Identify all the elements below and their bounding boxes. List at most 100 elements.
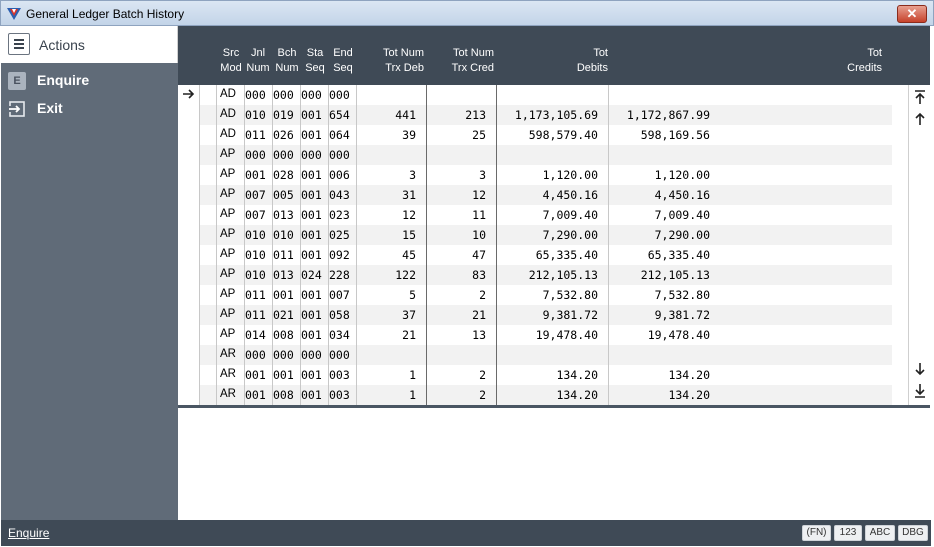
table-row[interactable]: AP 010 010 001 025 15 10 7,290.00 7,290.00 <box>178 225 930 245</box>
cell-bch-num: 010 <box>273 228 294 242</box>
title-bar: General Ledger Batch History ✕ <box>0 0 934 26</box>
table-row[interactable]: AR 001 001 001 003 1 2 134.20 134.20 <box>178 365 930 385</box>
cell-sta-seq: 001 <box>301 188 322 202</box>
cell-tot-debits: 134.20 <box>556 388 598 402</box>
cell-sta-seq: 001 <box>301 288 322 302</box>
table-row[interactable]: AR 001 008 001 003 1 2 134.20 134.20 <box>178 385 930 405</box>
cell-end-seq: 000 <box>329 348 350 362</box>
column-header-jnl-num[interactable]: Jnl Num <box>246 47 270 74</box>
table-row[interactable]: AP 007 013 001 023 12 11 7,009.40 7,009.40 <box>178 205 930 225</box>
cell-bch-num: 008 <box>273 328 294 342</box>
table-row[interactable]: AP 011 021 001 058 37 21 9,381.72 9,381.72 <box>178 305 930 325</box>
cell-sta-seq: 000 <box>301 88 322 102</box>
cell-tot-debits: 212,105.13 <box>528 268 598 282</box>
cell-tot-num-trx-deb: 31 <box>402 188 416 202</box>
cell-src-mod: AP <box>220 268 236 280</box>
scroll-to-top-icon[interactable] <box>913 89 927 105</box>
column-header-tot-num-trx-cred[interactable]: Tot Num Trx Cred <box>451 47 494 74</box>
cell-tot-num-trx-deb: 45 <box>402 248 416 262</box>
column-header-tot-num-trx-deb[interactable]: Tot Num Trx Deb <box>383 47 424 74</box>
table-row[interactable]: AD 010 019 001 654 441 213 1,173,105.69 1,172,86… <box>178 105 930 125</box>
cell-end-seq: 654 <box>329 108 350 122</box>
cell-end-seq: 025 <box>329 228 350 242</box>
alpha-mode-badge[interactable]: ABC <box>865 525 895 541</box>
cell-jnl-num: 007 <box>245 188 266 202</box>
cell-tot-credits: 212,105.13 <box>640 268 710 282</box>
sidebar-item-label: Exit <box>37 100 63 116</box>
sidebar-item-enquire[interactable]: E Enquire <box>1 67 178 95</box>
cell-tot-num-trx-cred: 83 <box>472 268 486 282</box>
table-row[interactable]: AP 001 028 001 006 3 3 1,120.00 1,120.00 <box>178 165 930 185</box>
numeric-mode-badge[interactable]: 123 <box>834 525 862 541</box>
cell-tot-credits: 7,532.80 <box>654 288 710 302</box>
cell-src-mod: AP <box>220 248 236 260</box>
cell-sta-seq: 001 <box>301 128 322 142</box>
cell-jnl-num: 001 <box>245 168 266 182</box>
cell-sta-seq: 024 <box>301 268 322 282</box>
cell-src-mod: AP <box>220 308 236 320</box>
cell-tot-debits: 134.20 <box>556 368 598 382</box>
cell-src-mod: AR <box>220 368 236 380</box>
column-header-tot-credits[interactable]: Tot Credits <box>847 47 882 74</box>
cell-tot-num-trx-cred: 2 <box>479 288 486 302</box>
table-row[interactable]: AP 011 001 001 007 5 2 7,532.80 7,532.80 <box>178 285 930 305</box>
cell-jnl-num: 011 <box>245 128 266 142</box>
debug-mode-badge[interactable]: DBG <box>898 525 928 541</box>
fn-mode-badge[interactable]: (FN) <box>802 525 831 541</box>
cell-jnl-num: 000 <box>245 348 266 362</box>
actions-label: Actions <box>39 37 85 53</box>
cell-tot-num-trx-cred: 47 <box>472 248 486 262</box>
column-header-sta-seq[interactable]: Sta Seq <box>305 47 325 74</box>
cell-tot-credits: 134.20 <box>668 368 710 382</box>
cell-end-seq: 000 <box>329 88 350 102</box>
cell-end-seq: 003 <box>329 388 350 402</box>
close-button[interactable]: ✕ <box>897 5 927 23</box>
cell-jnl-num: 001 <box>245 368 266 382</box>
column-header-bch-num[interactable]: Bch Num <box>275 47 299 74</box>
table-row[interactable]: AD 011 026 001 064 39 25 598,579.40 598,169.56 <box>178 125 930 145</box>
table-row[interactable]: AR 000 000 000 000 <box>178 345 930 365</box>
cell-tot-num-trx-cred: 213 <box>465 108 486 122</box>
sidebar-item-label: Enquire <box>37 72 90 88</box>
cell-bch-num: 026 <box>273 128 294 142</box>
cell-tot-debits: 1,173,105.69 <box>514 108 598 122</box>
table-row[interactable]: AP 010 011 001 092 45 47 65,335.40 65,335.40 <box>178 245 930 265</box>
cell-tot-num-trx-deb: 5 <box>409 288 416 302</box>
cell-tot-num-trx-deb: 39 <box>402 128 416 142</box>
cell-tot-num-trx-cred: 2 <box>479 368 486 382</box>
sidebar-item-exit[interactable]: Exit <box>1 95 178 123</box>
column-header-tot-debits[interactable]: Tot Debits <box>576 47 608 74</box>
cell-bch-num: 011 <box>273 248 294 262</box>
cell-tot-num-trx-deb: 441 <box>395 108 416 122</box>
cell-sta-seq: 001 <box>301 208 322 222</box>
cell-tot-num-trx-deb: 37 <box>402 308 416 322</box>
cell-jnl-num: 000 <box>245 88 266 102</box>
cell-jnl-num: 001 <box>245 388 266 402</box>
cell-bch-num: 005 <box>273 188 294 202</box>
cell-sta-seq: 001 <box>301 368 322 382</box>
cell-end-seq: 058 <box>329 308 350 322</box>
table-row[interactable]: AP 007 005 001 043 31 12 4,450.16 4,450.16 <box>178 185 930 205</box>
table-row[interactable]: AP 010 013 024 228 122 83 212,105.13 212,105.13 <box>178 265 930 285</box>
scroll-up-icon[interactable] <box>913 111 927 127</box>
cell-sta-seq: 000 <box>301 348 322 362</box>
table-row[interactable]: AP 014 008 001 034 21 13 19,478.40 19,478.40 <box>178 325 930 345</box>
cell-src-mod: AP <box>220 208 236 220</box>
cell-src-mod: AD <box>220 108 236 120</box>
scroll-to-bottom-icon[interactable] <box>913 383 927 399</box>
cell-tot-num-trx-cred: 25 <box>472 128 486 142</box>
cell-tot-credits: 19,478.40 <box>647 328 710 342</box>
scroll-down-icon[interactable] <box>913 361 927 377</box>
hamburger-menu-icon[interactable] <box>8 33 30 55</box>
column-header-end-seq[interactable]: End Seq <box>333 47 353 74</box>
column-header-src-mod[interactable]: Src Mod <box>220 47 242 74</box>
cell-sta-seq: 001 <box>301 388 322 402</box>
table-row[interactable]: AD 000 000 000 000 <box>178 85 930 105</box>
cell-end-seq: 006 <box>329 168 350 182</box>
table-row[interactable]: AP 000 000 000 000 <box>178 145 930 165</box>
cell-src-mod: AR <box>220 348 236 360</box>
cell-bch-num: 013 <box>273 208 294 222</box>
cell-src-mod: AP <box>220 168 236 180</box>
cell-tot-debits: 7,009.40 <box>542 208 598 222</box>
grid-bottom-border <box>178 405 930 408</box>
